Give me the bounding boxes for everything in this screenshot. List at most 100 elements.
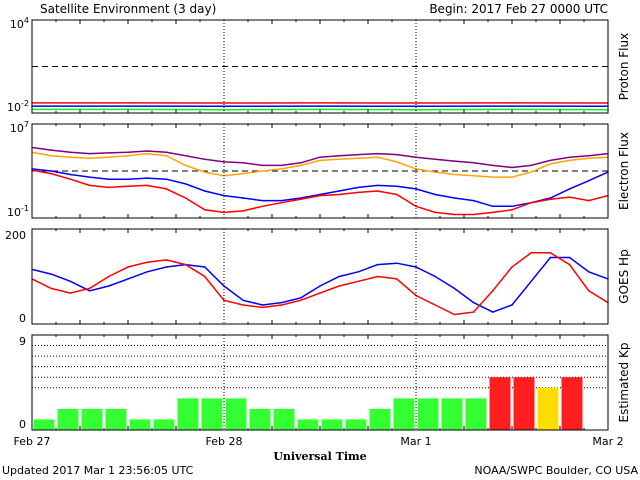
data-point [549,251,552,254]
y-tick-label-0-0: 104 [10,16,29,31]
data-point [88,287,91,290]
kp-bar [345,419,367,430]
data-point [511,208,513,211]
kp-bar [513,377,535,430]
data-point [415,105,417,108]
data-point [492,311,494,313]
data-point [50,172,52,175]
data-point [492,289,494,292]
data-point [530,171,532,173]
data-point [300,164,302,167]
data-point [88,176,91,178]
data-point [204,208,206,211]
data-point [588,289,590,292]
panel-frame-2 [31,228,609,325]
data-point [472,174,475,177]
data-point [511,166,513,169]
data-point [204,190,206,192]
data-point [204,275,206,278]
kp-bar [561,377,583,430]
data-point [376,152,379,155]
data-point [492,205,494,208]
kp-bar [465,398,487,430]
data-point [511,266,513,268]
data-point [588,270,590,273]
kp-bar [441,398,463,430]
data-point [165,154,168,157]
data-point [223,105,225,108]
panel-label-3: Estimated Kp [617,343,631,423]
data-point [146,270,148,273]
chart-panels: 104 10-2 Proton Flux 107 10-1 Electron Flux 20… [5,16,631,448]
data-point [357,270,360,273]
y-tick-label-3-1: 0 [19,418,26,431]
data-point [568,263,571,266]
data-point [549,198,552,200]
data-point [204,171,206,173]
data-point [280,199,283,202]
data-point [108,285,110,287]
data-point [50,287,52,290]
kp-bar [273,408,295,430]
kp-bar [297,419,319,430]
data-point [396,185,398,188]
begin-time: Begin: 2017 Feb 27 0000 UTC [429,2,608,16]
data-point [338,275,341,278]
data-point [127,102,129,104]
data-point [376,275,379,278]
panel-label-1: Electron Flux [617,132,631,210]
data-point [204,266,206,268]
data-point [530,201,532,204]
data-point [549,256,552,259]
data-point [127,105,129,107]
data-point [568,256,571,259]
data-point [453,313,456,316]
data-point [588,154,590,157]
kp-bar [489,377,511,430]
data-point [69,151,72,153]
data-point [588,199,590,202]
data-point [434,158,437,161]
data-point [511,304,513,306]
data-point [434,171,437,173]
data-point [261,199,264,202]
data-point [127,154,129,157]
data-point [568,159,571,162]
data-point [453,213,456,216]
data-point [50,170,52,172]
series-line-red [31,252,609,316]
panel-label-2: GOES Hp [617,249,631,303]
data-point [319,159,321,162]
data-point [396,262,398,265]
x-tick-label: Mar 1 [400,435,431,448]
data-point [50,149,52,151]
kp-bar [153,419,175,430]
data-point [588,179,590,182]
data-point [376,184,379,187]
data-point [261,170,264,172]
kp-bar [369,408,391,430]
data-point [415,266,417,268]
data-point [434,275,437,278]
credit-text: NOAA/SWPC Boulder, CO USA [474,464,638,477]
data-point [69,280,72,283]
data-point [280,304,283,306]
data-point [127,151,129,153]
data-point [69,292,72,294]
data-point [223,102,225,104]
data-point [69,156,72,158]
data-point [108,178,110,181]
data-point [376,263,379,266]
data-point [204,158,206,161]
data-point [184,197,187,199]
data-point [549,159,552,162]
data-point [242,304,244,306]
kp-bar [105,408,127,430]
data-point [530,164,532,167]
data-point [261,205,264,208]
data-point [357,153,360,156]
data-point [338,285,341,287]
data-point [146,152,148,155]
data-point [242,197,244,199]
